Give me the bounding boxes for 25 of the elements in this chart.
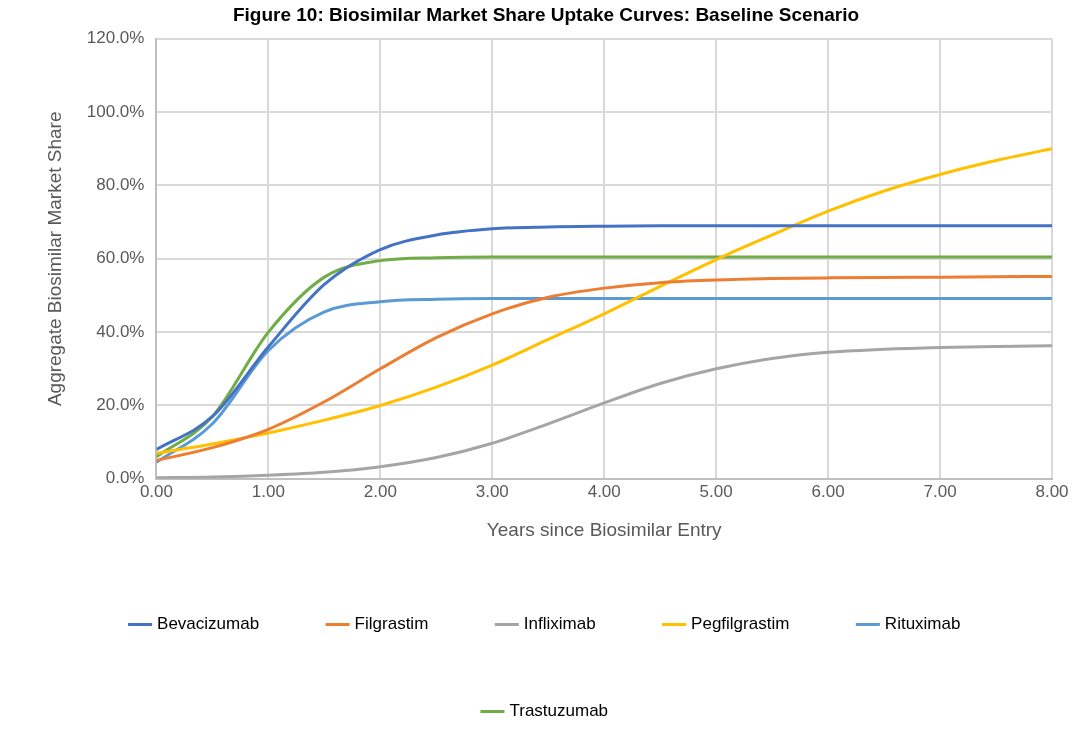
chart-title: Figure 10: Biosimilar Market Share Uptake Curves: Baseline Scenario bbox=[232, 3, 860, 25]
y-tick-label: 20.0% bbox=[96, 395, 145, 415]
x-tick-label: 1.00 bbox=[251, 481, 285, 501]
x-axis-title: Years since Biosimilar Entry bbox=[486, 518, 723, 540]
legend-label: Pegfilgrastim bbox=[691, 614, 790, 634]
legend-label: Trastuzumab bbox=[509, 701, 609, 721]
x-tick-label: 2.00 bbox=[363, 481, 397, 501]
x-tick-label: 5.00 bbox=[699, 481, 733, 501]
x-tick-label: 4.00 bbox=[587, 481, 621, 501]
x-tick-label: 6.00 bbox=[811, 481, 845, 501]
y-tick-label: 40.0% bbox=[96, 321, 145, 341]
line-series bbox=[156, 147, 1052, 455]
legend-label: Bevacizumab bbox=[157, 614, 260, 634]
x-tick-label: 7.00 bbox=[923, 481, 957, 501]
y-tick-label: 120.0% bbox=[86, 28, 145, 48]
y-tick-label: 60.0% bbox=[96, 248, 145, 268]
x-tick-label: 3.00 bbox=[475, 481, 509, 501]
legend-label: Filgrastim bbox=[354, 614, 429, 634]
y-tick-label: 100.0% bbox=[86, 101, 145, 121]
y-axis-title: Aggregate Biosimilar Market Share bbox=[43, 111, 65, 407]
legend-label: Rituximab bbox=[884, 614, 961, 634]
x-tick-label: 8.00 bbox=[1035, 481, 1069, 501]
legend-label: Infliximab bbox=[523, 614, 596, 634]
line-series bbox=[156, 224, 1052, 451]
y-tick-label: 80.0% bbox=[96, 175, 145, 195]
